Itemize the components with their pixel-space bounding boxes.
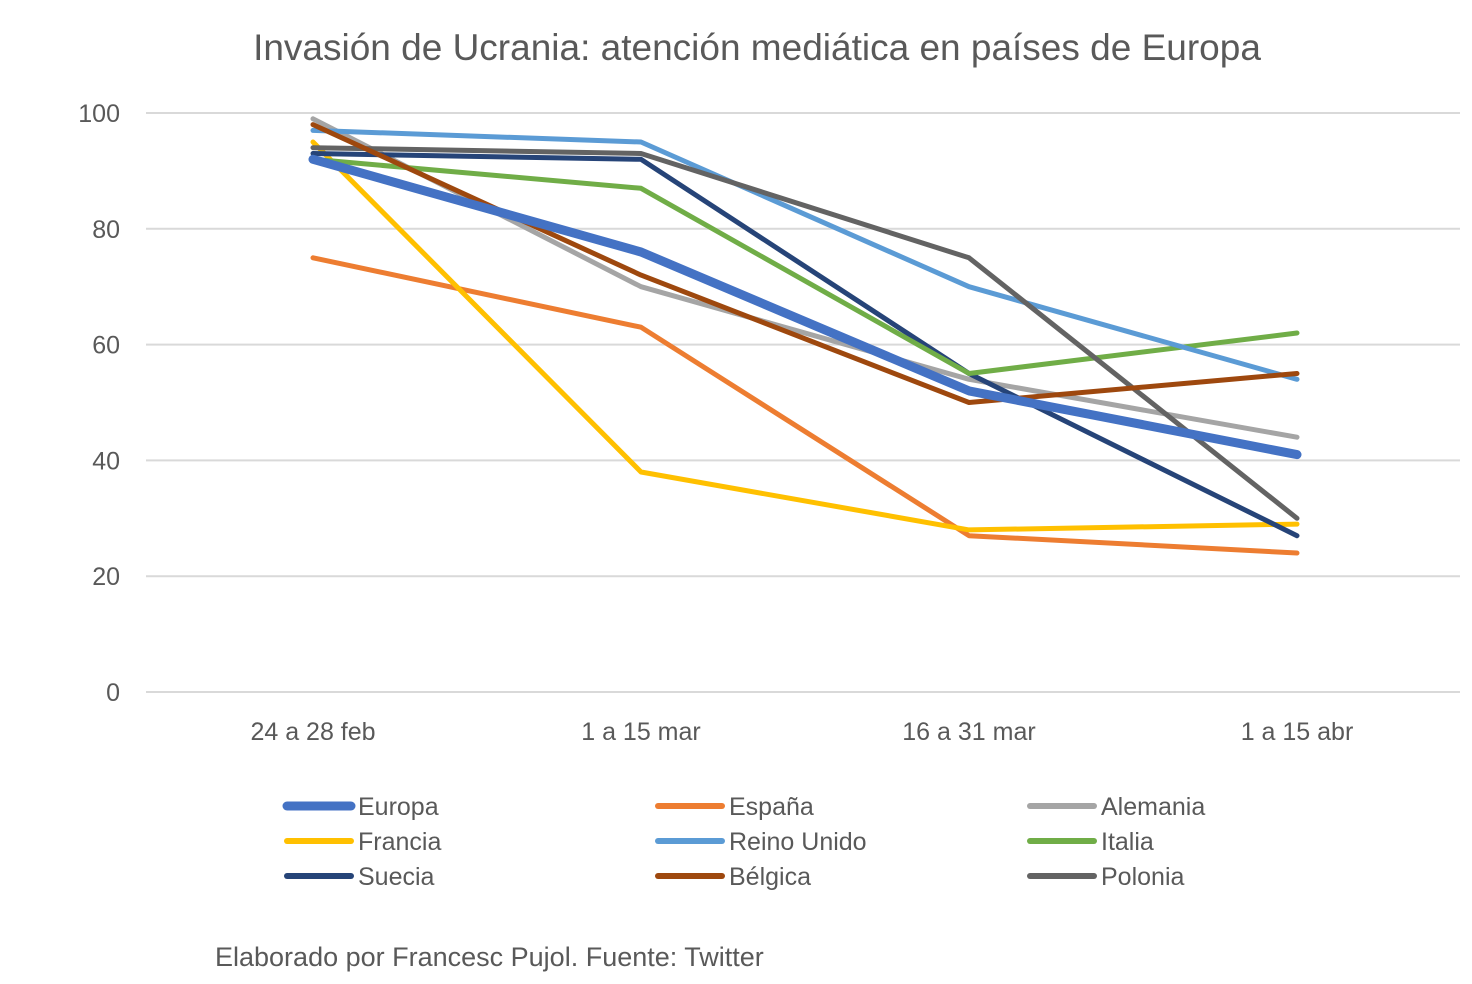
series-line-españa [310,255,1300,556]
legend-label: Suecia [358,863,435,891]
chart-title: Invasión de Ucrania: atención mediática … [253,27,1261,68]
series-line-alemania [310,116,1300,440]
source-note: Elaborado por Francesc Pujol. Fuente: Tw… [215,942,764,972]
x-axis: 24 a 28 feb 1 a 15 mar 16 a 31 mar 1 a 15 a… [250,718,1353,746]
series-line-europa [308,154,1302,460]
x-tick-label: 1 a 15 mar [581,718,701,746]
y-tick-label: 40 [92,447,120,475]
legend-label: Reino Unido [729,828,867,856]
series-lines [308,116,1302,556]
series-line-francia [310,139,1300,533]
y-tick-label: 60 [92,332,120,360]
series-line-suecia [310,151,1300,539]
x-tick-label: 16 a 31 mar [902,718,1035,746]
legend-label: Europa [358,793,439,821]
x-tick-label: 24 a 28 feb [250,718,375,746]
legend-label: Alemania [1101,793,1205,821]
x-tick-label: 1 a 15 abr [1241,718,1354,746]
legend-label: España [729,793,814,821]
series-line-bélgica [310,122,1300,405]
series-line-italia [310,156,1300,376]
series-line-reino-unido [310,127,1300,382]
legend-label: Polonia [1101,863,1184,891]
legend-label: Bélgica [729,863,811,891]
y-tick-label: 20 [92,563,120,591]
y-tick-label: 100 [78,100,120,128]
gridlines [146,112,1460,693]
legend-label: Italia [1101,828,1154,856]
y-axis: 0 20 40 60 80 100 [78,100,120,707]
y-tick-label: 80 [92,216,120,244]
y-tick-label: 0 [106,679,120,707]
legend-label: Francia [358,828,441,856]
legend: Europa España Alemania Francia Reino Unido It… [282,793,1205,891]
